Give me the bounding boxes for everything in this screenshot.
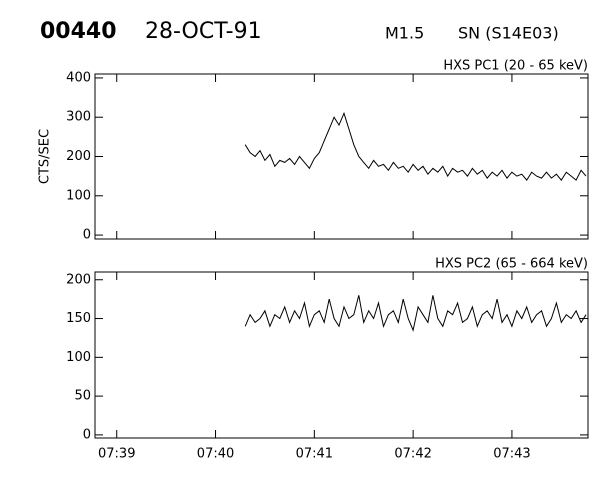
y-tick-label: 0 xyxy=(83,427,91,442)
panel-title: HXS PC1 (20 - 65 keV) xyxy=(443,59,588,74)
y-axis-label: CTS/SEC xyxy=(38,129,53,184)
y-tick-label: 50 xyxy=(74,389,91,404)
plot-frame xyxy=(94,271,589,439)
flare-class: M1.5 xyxy=(385,24,424,43)
x-tick-label: 07:39 xyxy=(98,447,135,462)
x-tick-label: 07:40 xyxy=(197,447,234,462)
y-tick-label: 100 xyxy=(66,350,91,365)
y-tick-label: 0 xyxy=(83,228,91,243)
y-tick-label: 200 xyxy=(66,149,91,164)
y-tick-label: 100 xyxy=(66,188,91,203)
x-tick-label: 07:42 xyxy=(394,447,431,462)
data-line xyxy=(244,111,587,181)
y-tick-label: 300 xyxy=(66,110,91,125)
x-tick-label: 07:41 xyxy=(296,447,333,462)
x-tick-label: 07:43 xyxy=(493,447,530,462)
event-date: 28-OCT-91 xyxy=(145,19,262,44)
flare-location: SN (S14E03) xyxy=(458,24,559,43)
plot-frame xyxy=(94,73,589,240)
y-tick-label: 200 xyxy=(66,272,91,287)
panel-title: HXS PC2 (65 - 664 keV) xyxy=(435,257,588,272)
y-tick-label: 400 xyxy=(66,70,91,85)
data-line xyxy=(244,295,587,332)
event-id: 00440 xyxy=(40,19,117,44)
y-tick-label: 150 xyxy=(66,311,91,326)
